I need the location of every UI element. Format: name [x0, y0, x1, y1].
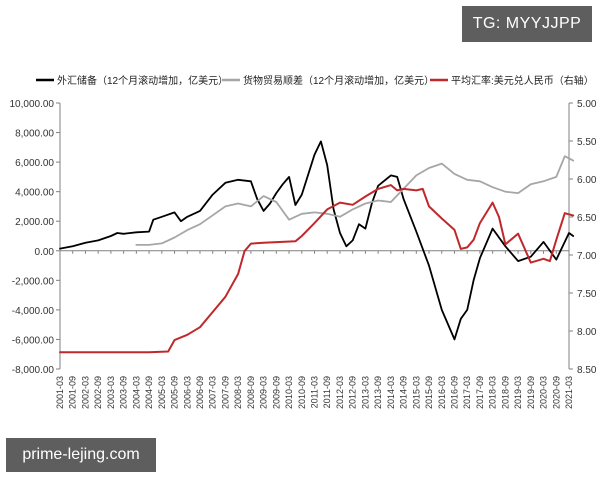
x-axis-tick-label: 2013-09 — [373, 376, 383, 409]
x-axis-tick-label: 2007-09 — [220, 376, 230, 409]
x-axis-tick-label: 2003-03 — [106, 376, 116, 409]
x-axis-tick-label: 2009-09 — [271, 376, 281, 409]
legend-label-2: 货物贸易顺差（12个月滚动增加，亿美元） — [243, 74, 434, 87]
x-axis-tick-label: 2008-09 — [246, 376, 256, 409]
x-axis-tick-label: 2006-03 — [182, 376, 192, 409]
x-axis-tick-label: 2019-03 — [513, 376, 523, 409]
series-layer — [59, 140, 575, 354]
x-axis-tick-label: 2012-03 — [335, 376, 345, 409]
x-axis-tick-label: 2011-03 — [310, 376, 320, 408]
x-axis-tick-label: 2002-03 — [80, 376, 90, 409]
x-axis-tick-label: 2020-03 — [539, 376, 549, 409]
left-axis-tick-label: -2,000.00 — [12, 276, 55, 287]
x-axis-tick-label: 2015-03 — [411, 376, 421, 409]
left-axis-tick-label: 4,000.00 — [15, 188, 54, 199]
left-axis-tick-label: -4,000.00 — [12, 306, 55, 317]
tg-watermark: TG: MYYJJPP — [462, 6, 592, 42]
right-axis-tick-label: 7.50 — [577, 289, 597, 300]
x-axis-tick-label: 2019-09 — [526, 376, 536, 409]
x-axis-tick-label: 2006-09 — [195, 376, 205, 409]
x-axis-tick-label: 2016-03 — [437, 376, 447, 409]
right-axis-tick-label: 7.00 — [577, 251, 597, 262]
x-axis-tick-label: 2021-03 — [564, 376, 574, 409]
right-axis-tick-label: 6.00 — [577, 175, 597, 186]
right-axis-tick-label: 6.50 — [577, 213, 597, 224]
series-line-3 — [59, 184, 575, 354]
x-axis-tick-label: 2004-09 — [144, 376, 154, 409]
axes: -8,000.00 -6,000.00 -4,000.00 -2,000.00 0.00… — [10, 99, 597, 409]
x-axis-tick-label: 2015-09 — [424, 376, 434, 409]
legend-label-1: 外汇储备（12个月滚动增加，亿美元） — [57, 74, 228, 87]
right-axis-tick-label: 5.00 — [577, 99, 597, 110]
legend-label-3: 平均汇率:美元兑人民币（右轴） — [451, 74, 594, 87]
x-axis-tick-label: 2010-09 — [297, 376, 307, 409]
x-axis-tick-label: 2001-03 — [55, 376, 65, 409]
series-line-2 — [135, 155, 575, 246]
x-axis-tick-label: 2012-09 — [348, 376, 358, 409]
left-axis-tick-label: -6,000.00 — [12, 335, 55, 346]
left-axis-tick-label: -8,000.00 — [12, 365, 55, 376]
x-axis-tick-label: 2004-03 — [131, 376, 141, 409]
x-axis-tick-label: 2011-09 — [322, 376, 332, 408]
x-axis-tick-label: 2018-03 — [488, 376, 498, 409]
right-axis-tick-label: 5.50 — [577, 137, 597, 148]
x-axis-tick-label: 2009-03 — [259, 376, 269, 409]
site-watermark: prime-lejing.com — [6, 438, 156, 472]
x-axis-tick-label: 2017-03 — [462, 376, 472, 409]
series-line-1 — [59, 140, 575, 341]
left-axis-tick-label: 2,000.00 — [15, 217, 54, 228]
left-axis-tick-label: 0.00 — [35, 247, 55, 258]
x-axis-tick-label: 2014-03 — [386, 376, 396, 409]
left-axis-tick-label: 8,000.00 — [15, 129, 54, 140]
x-axis-tick-label: 2010-03 — [284, 376, 294, 409]
x-axis-tick-label: 2005-09 — [170, 376, 180, 409]
x-axis-tick-label: 2017-09 — [475, 376, 485, 409]
legend: 外汇储备（12个月滚动增加，亿美元） 货物贸易顺差（12个月滚动增加，亿美元） 平均… — [36, 74, 594, 87]
x-axis-tick-label: 2013-03 — [360, 376, 370, 409]
x-axis-tick-label: 2001-09 — [68, 376, 78, 409]
x-axis-tick-label: 2014-09 — [399, 376, 409, 409]
left-axis-tick-label: 10,000.00 — [10, 99, 55, 110]
right-axis-tick-label: 8.50 — [577, 365, 597, 376]
right-axis-tick-label: 8.00 — [577, 327, 597, 338]
x-axis-tick-label: 2002-09 — [93, 376, 103, 409]
x-axis-tick-label: 2005-03 — [157, 376, 167, 409]
x-axis-tick-label: 2018-09 — [500, 376, 510, 409]
x-axis-tick-label: 2008-03 — [233, 376, 243, 409]
x-axis-tick-label: 2007-03 — [208, 376, 218, 409]
x-axis-tick-label: 2020-09 — [551, 376, 561, 409]
x-axis-tick-label: 2003-09 — [119, 376, 129, 409]
x-axis-tick-label: 2016-09 — [449, 376, 459, 409]
left-axis-tick-label: 6,000.00 — [15, 158, 54, 169]
